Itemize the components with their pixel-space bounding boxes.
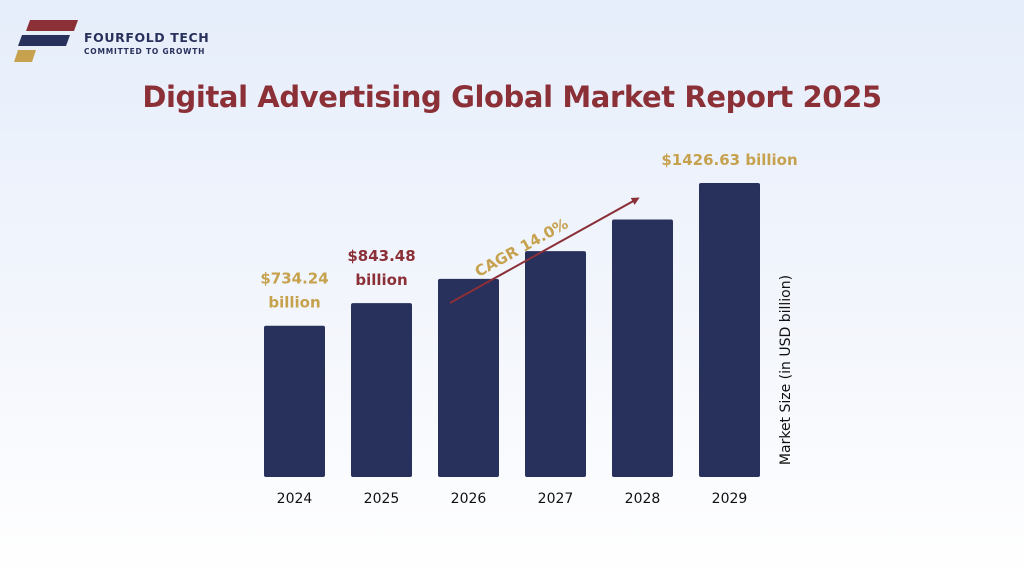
tick-label-2025: 2025 [364,491,400,507]
bar-2024 [264,325,325,477]
chart-title: Digital Advertising Global Market Report… [142,80,882,114]
bar-2028 [612,219,673,478]
data-label-2024-line-1: $734.24 [260,270,328,288]
brand-logo: FOURFOLD TECH COMMITTED TO GROWTH [14,18,214,66]
bar-2025 [351,303,412,477]
tick-label-2027: 2027 [538,491,574,507]
tick-label-2026: 2026 [451,491,487,507]
tick-label-2029: 2029 [712,491,748,507]
data-label-2025-line-2: billion [355,271,407,289]
data-label-2024-line-2: billion [268,294,320,312]
bar-2026 [438,278,499,477]
brand-name: FOURFOLD TECH [84,30,210,45]
data-label-2025-line-1: $843.48 [347,247,415,265]
tick-label-2028: 2028 [625,491,661,507]
fourfold-logo-icon [14,20,78,62]
bar-2027 [525,251,586,477]
y-axis-label: Market Size (in USD billion) [778,275,794,465]
brand-tagline: COMMITTED TO GROWTH [84,47,206,56]
cagr-arrow [449,197,640,304]
tick-label-2024: 2024 [277,491,313,507]
data-label-2029-line-1: $1426.63 billion [661,151,797,169]
bar-2029 [699,183,760,477]
